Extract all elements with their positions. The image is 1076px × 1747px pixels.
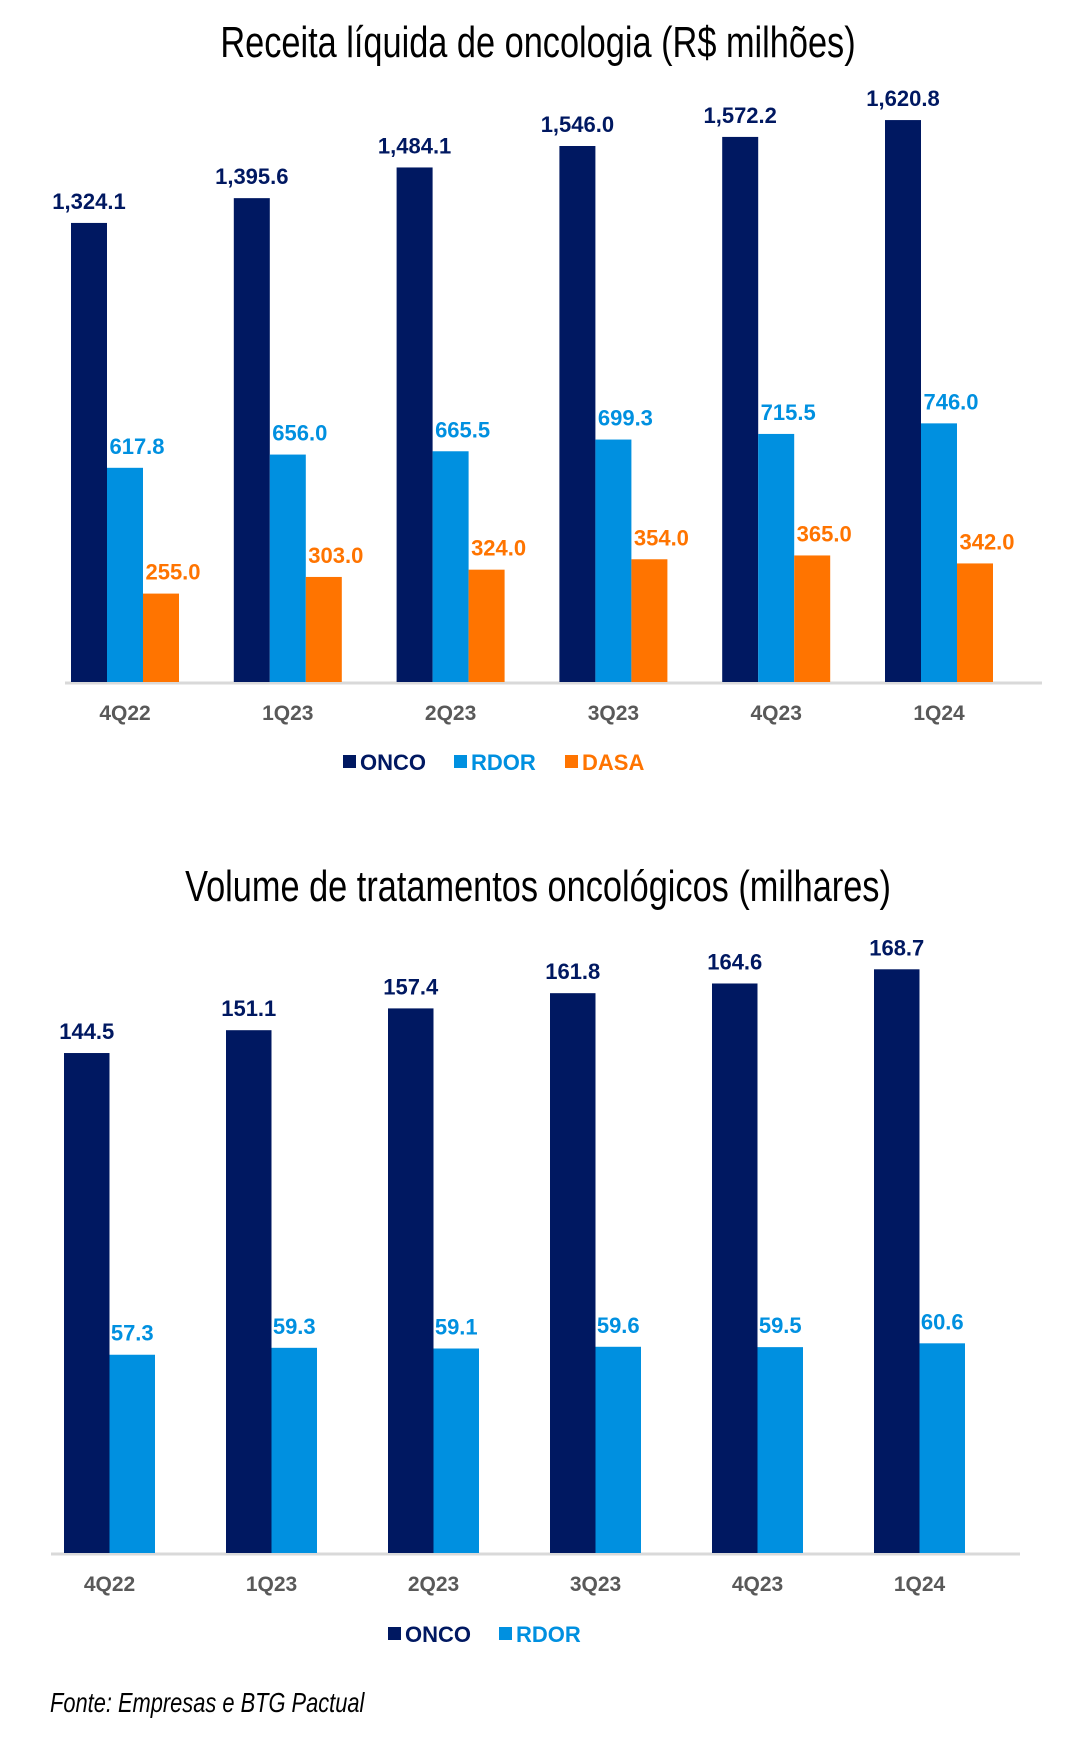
x-tick-label-4q23: 4Q23 (751, 702, 802, 725)
data-label-onco-1q23: 151.1 (221, 996, 276, 1021)
x-tick-label-4q23: 4Q23 (732, 1573, 783, 1596)
bar-rdor-1q24 (921, 423, 957, 682)
bar-onco-4q23 (722, 136, 759, 682)
x-tick-label-1q23: 1Q23 (262, 702, 313, 725)
data-label-rdor-4q22: 617.8 (109, 434, 164, 459)
data-label-rdor-4q23: 59.5 (759, 1313, 802, 1338)
data-label-onco-2q23: 1,484.1 (378, 133, 451, 158)
bar-onco-2q23 (396, 167, 433, 682)
legend-swatch-rdor (499, 1627, 512, 1640)
bar-rdor-2q23 (432, 451, 469, 682)
data-label-dasa-2q23: 324.0 (471, 536, 526, 561)
bar-rdor-4q23 (758, 433, 795, 682)
data-label-onco-1q24: 168.7 (869, 935, 924, 960)
bar-rdor-2q23 (433, 1348, 479, 1553)
x-tick-label-3q23: 3Q23 (588, 702, 639, 725)
x-tick-label-1q23: 1Q23 (246, 1573, 297, 1596)
data-label-onco-1q24: 1,620.8 (866, 86, 939, 111)
bar-onco-1q23 (233, 198, 270, 682)
bar-rdor-1q24 (919, 1343, 965, 1553)
bar-rdor-4q22 (107, 467, 143, 682)
bar-rdor-1q23 (271, 1347, 317, 1553)
source-note: Fonte: Empresas e BTG Pactual (50, 1687, 365, 1718)
data-label-rdor-4q23: 715.5 (761, 400, 816, 425)
data-label-rdor-1q24: 60.6 (921, 1309, 964, 1334)
data-label-dasa-1q24: 342.0 (959, 529, 1014, 554)
data-label-rdor-3q23: 699.3 (598, 406, 653, 431)
data-label-onco-4q22: 1,324.1 (52, 189, 125, 214)
data-label-rdor-2q23: 665.5 (435, 417, 490, 442)
bar-onco-4q23 (712, 983, 758, 1553)
revenue-chart: 1,324.1 617.8 255.0 4Q22 1,395.6 656.0 303.0 1Q… (52, 86, 1042, 775)
data-label-onco-4q23: 164.6 (707, 949, 762, 974)
bar-onco-1q24 (885, 120, 921, 682)
bar-rdor-1q23 (269, 454, 306, 682)
data-label-dasa-1q23: 303.0 (308, 543, 363, 568)
chart-title-volume: Volume de tratamentos oncológicos (milha… (185, 862, 891, 911)
x-tick-label-2q23: 2Q23 (408, 1573, 459, 1596)
data-label-dasa-4q23: 365.0 (797, 521, 852, 546)
x-tick-label-4q22: 4Q22 (84, 1573, 135, 1596)
legend-label-rdor: RDOR (471, 750, 536, 775)
bar-dasa-4q22 (143, 593, 179, 682)
bar-rdor-4q22 (109, 1354, 155, 1553)
legend-swatch-onco (388, 1627, 401, 1640)
bar-onco-4q22 (64, 1053, 110, 1553)
data-label-onco-3q23: 161.8 (545, 959, 600, 984)
x-tick-label-3q23: 3Q23 (570, 1573, 621, 1596)
bar-onco-1q24 (874, 969, 920, 1553)
data-label-onco-4q23: 1,572.2 (703, 103, 776, 128)
data-label-dasa-4q22: 255.0 (145, 560, 200, 585)
data-label-rdor-1q24: 746.0 (923, 389, 978, 414)
bar-rdor-4q23 (757, 1347, 803, 1553)
data-label-onco-1q23: 1,395.6 (215, 164, 288, 189)
data-label-rdor-1q23: 656.0 (272, 421, 327, 446)
data-label-rdor-2q23: 59.1 (435, 1315, 478, 1340)
x-tick-label-2q23: 2Q23 (425, 702, 476, 725)
chart-title-revenue: Receita líquida de oncologia (R$ milhões… (220, 18, 856, 67)
bar-onco-3q23 (550, 993, 596, 1553)
data-label-rdor-1q23: 59.3 (273, 1314, 316, 1339)
bar-onco-3q23 (559, 146, 596, 682)
x-tick-label-1q24: 1Q24 (894, 1573, 946, 1596)
x-tick-label-1q24: 1Q24 (913, 702, 965, 725)
bar-dasa-3q23 (631, 559, 668, 682)
bar-rdor-3q23 (595, 1346, 641, 1553)
bar-dasa-1q24 (957, 563, 993, 682)
data-label-rdor-4q22: 57.3 (111, 1321, 154, 1346)
bar-dasa-2q23 (468, 569, 505, 682)
bar-dasa-1q23 (305, 576, 342, 682)
bar-onco-4q22 (71, 222, 107, 683)
bar-onco-1q23 (226, 1030, 272, 1553)
legend-swatch-dasa (565, 755, 578, 768)
legend-label-rdor: RDOR (516, 1622, 581, 1647)
data-label-dasa-3q23: 354.0 (634, 525, 689, 550)
legend-label-dasa: DASA (582, 750, 644, 775)
data-label-onco-3q23: 1,546.0 (541, 112, 614, 137)
data-label-rdor-3q23: 59.6 (597, 1313, 640, 1338)
bar-rdor-3q23 (595, 439, 632, 682)
x-tick-label-4q22: 4Q22 (99, 702, 150, 725)
legend-swatch-rdor (454, 755, 467, 768)
legend-swatch-onco (343, 755, 356, 768)
data-label-onco-2q23: 157.4 (383, 974, 439, 999)
legend-label-onco: ONCO (405, 1622, 471, 1647)
bar-onco-2q23 (388, 1008, 434, 1553)
bar-dasa-4q23 (794, 555, 831, 682)
legend-label-onco: ONCO (360, 750, 426, 775)
data-label-onco-4q22: 144.5 (59, 1019, 114, 1044)
